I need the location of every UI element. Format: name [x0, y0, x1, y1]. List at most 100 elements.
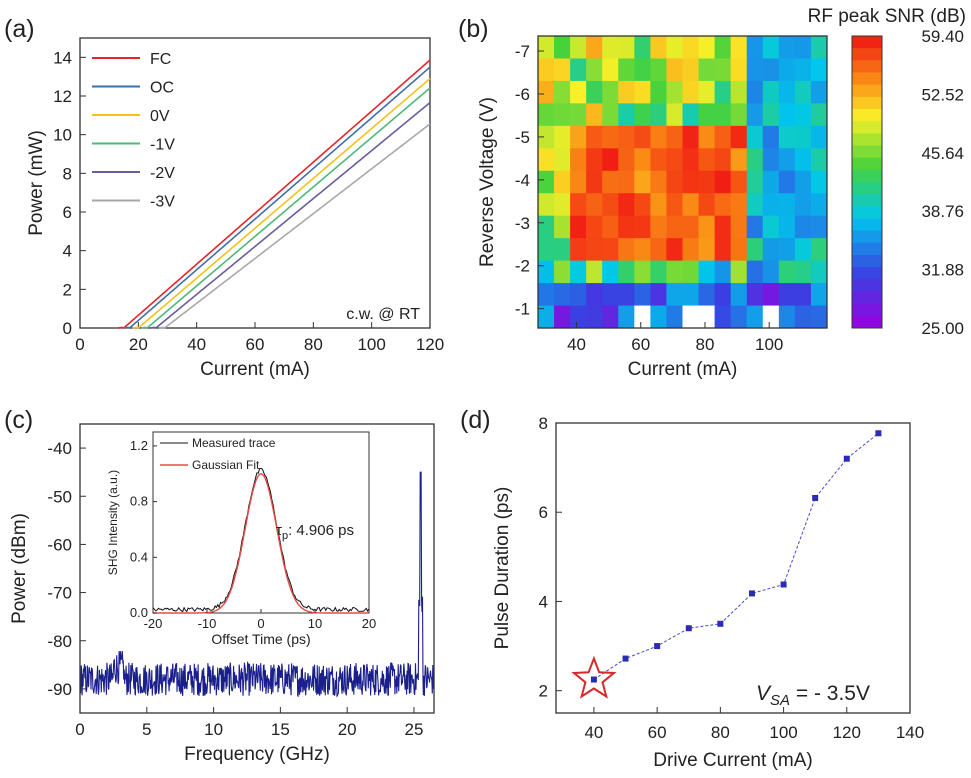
panel-b-cell	[682, 80, 700, 104]
panel-b-cell	[778, 170, 796, 194]
panel-d-point	[717, 620, 724, 627]
panel-a-annotation: c.w. @ RT	[346, 306, 420, 323]
panel-d-point	[654, 643, 661, 650]
panel-b-frame	[537, 35, 828, 329]
panel-b-cell	[698, 80, 716, 104]
panel-b-cell	[810, 238, 828, 262]
panel-d-ytick-label: 2	[539, 682, 548, 701]
panel-b-cell	[666, 283, 683, 307]
panel-a-ylabel: Power (mW)	[26, 130, 47, 236]
colorbar-tick-label: 25.00	[921, 319, 964, 338]
inset-xtick-label: -10	[198, 616, 217, 631]
panel-b-ytick-label: -2	[515, 257, 530, 276]
panel-b-cell	[762, 305, 780, 329]
panel-b-cell	[682, 283, 700, 307]
panel-b-cell	[794, 283, 812, 307]
inset-ytick-label: 1.2	[130, 438, 148, 453]
panel-b-cell	[618, 305, 635, 329]
panel-a-legend-OC: OC	[150, 80, 174, 97]
panel-b-cell	[778, 238, 796, 262]
panel-c-ytick-label: -40	[47, 439, 72, 458]
panel-b-cell	[682, 148, 700, 172]
panel-b-cell	[570, 305, 587, 329]
inset-gaussian-fit	[153, 473, 369, 614]
panel-a-ytick-label: 10	[53, 126, 72, 145]
panel-b-cell	[634, 170, 651, 194]
panel-b-cell	[746, 148, 764, 172]
panel-b-cell	[698, 193, 716, 217]
panel-b-cell	[570, 103, 587, 127]
panel-b-colorbar-title: RF peak SNR (dB)	[808, 6, 966, 27]
panel-c-ytick-label: -90	[47, 680, 72, 699]
colorbar-segment	[852, 109, 882, 122]
panel-b-cell	[714, 125, 732, 149]
panel-b-cell	[810, 36, 828, 59]
panel-c-xtick-label: 5	[142, 720, 151, 739]
panel-b-cell	[666, 170, 683, 194]
panel-d-point	[685, 625, 692, 632]
panel-b-cell	[538, 170, 555, 194]
panel-b-cell	[634, 193, 651, 217]
panel-b-cell	[586, 103, 603, 127]
panel-b-cell	[586, 58, 603, 82]
panel-b-cell	[554, 305, 571, 329]
panel-b-cell	[618, 170, 635, 194]
panel-a-line-OC	[123, 66, 431, 329]
panel-a-xtick-label: 60	[246, 335, 265, 354]
panel-b-cell	[698, 170, 716, 194]
colorbar-segment	[852, 96, 882, 110]
colorbar-tick-label: 45.64	[921, 144, 964, 163]
panel-b-cell	[650, 215, 667, 239]
panel-b-cell	[730, 260, 748, 284]
panel-c-xtick-label: 25	[405, 720, 424, 739]
panel-b-cell	[682, 238, 700, 262]
panel-b-cell	[666, 80, 683, 104]
panel-b-cell	[762, 103, 780, 127]
panel-d-frame	[555, 422, 911, 714]
panel-b-cell	[650, 170, 667, 194]
panel-b-cell	[682, 125, 700, 149]
panel-b-cell	[634, 80, 651, 104]
panel-b-cell	[730, 148, 748, 172]
colorbar-tick-label: 59.40	[921, 27, 964, 46]
panel-b-cell	[602, 170, 619, 194]
panel-c-xtick-label: 15	[271, 720, 290, 739]
panel-b-cell	[746, 283, 764, 307]
panel-b-cell	[602, 58, 619, 82]
panel-b-cell	[586, 215, 603, 239]
panel-b-cell	[698, 238, 716, 262]
panel-d-annotation: VSA = - 3.5V	[756, 682, 870, 709]
panel-b-cell	[714, 36, 732, 59]
panel-b-cell	[762, 125, 780, 149]
panel-b-cell	[698, 260, 716, 284]
colorbar-segment	[852, 206, 882, 219]
panel-c-ytick-label: -50	[47, 487, 72, 506]
panel-b-cell	[666, 260, 683, 284]
panel-b-cell	[538, 193, 555, 217]
panel-b-cell	[538, 260, 555, 284]
colorbar-segment	[852, 133, 882, 146]
panel-b-cell	[810, 125, 828, 149]
panel-b-cell	[762, 193, 780, 217]
panel-b-cell	[698, 103, 716, 127]
panel-b-cell	[586, 193, 603, 217]
colorbar-segment	[852, 60, 882, 73]
panel-b-cell	[570, 58, 587, 82]
panel-b-cell	[586, 305, 603, 329]
panel-b-cell	[714, 58, 732, 82]
panel-b-cell	[586, 170, 603, 194]
panel-b-cell	[602, 80, 619, 104]
panel-b-cell	[794, 170, 812, 194]
panel-b-cell	[570, 148, 587, 172]
panel-b-cell	[778, 215, 796, 239]
panel-b-cell	[746, 215, 764, 239]
panel-b-cell	[602, 103, 619, 127]
panel-b-cell	[778, 193, 796, 217]
panel-b-cell	[810, 283, 828, 307]
panel-c-ytick-label: -70	[47, 584, 72, 603]
panel-b-xtick-label: 100	[755, 335, 783, 354]
colorbar-segment	[852, 36, 882, 49]
panel-b-cell	[794, 125, 812, 149]
panel-b-cell	[746, 238, 764, 262]
panel-c-spectrum-trace	[79, 471, 435, 698]
